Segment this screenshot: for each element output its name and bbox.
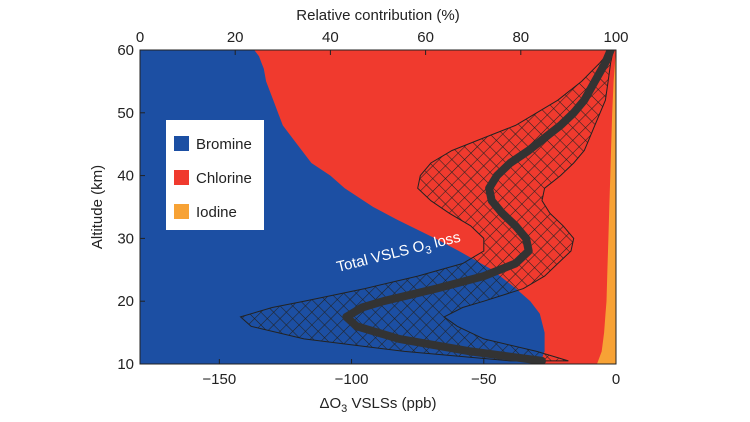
y-tick-label: 10 — [117, 356, 134, 373]
uncertainty-band-layer — [239, 50, 614, 362]
bottom-tick-label: 0 — [612, 371, 620, 388]
top-axis-title: Relative contribution (%) — [296, 7, 459, 24]
bottom-axis-title-subscript: 3 — [341, 403, 347, 415]
legend: Bromine Chlorine Iodine — [166, 120, 264, 230]
axis-ticks: 0 20 40 60 80 100 −150 −100 −50 0 10 20 30 40 50 60 — [117, 29, 628, 388]
legend-label-iodine: Iodine — [196, 204, 237, 221]
legend-label-bromine: Bromine — [196, 136, 252, 153]
legend-swatch-bromine — [174, 136, 189, 151]
plot-frame — [139, 49, 617, 365]
y-tick-label: 20 — [117, 293, 134, 310]
y-tick-label: 50 — [117, 105, 134, 122]
top-tick-label: 20 — [227, 29, 244, 46]
bottom-tick-label: −100 — [335, 371, 369, 388]
legend-swatch-iodine — [174, 204, 189, 219]
top-tick-label: 60 — [417, 29, 434, 46]
uncertainty-band — [239, 50, 614, 362]
total-o3-loss-line — [342, 50, 615, 364]
top-tick-label: 100 — [603, 29, 628, 46]
bottom-tick-label: −150 — [202, 371, 236, 388]
y-tick-label: 60 — [117, 42, 134, 59]
top-tick-label: 0 — [136, 29, 144, 46]
total-loss-layer — [342, 50, 615, 364]
bottom-axis-title: ΔO3 VSLSs (ppb) — [319, 395, 436, 415]
bottom-axis-title-suffix: VSLSs (ppb) — [347, 395, 436, 412]
bottom-tick-label: −50 — [471, 371, 496, 388]
bottom-axis-title-prefix: ΔO — [319, 395, 341, 412]
top-tick-label: 40 — [322, 29, 339, 46]
y-tick-label: 30 — [117, 230, 134, 247]
top-tick-label: 80 — [512, 29, 529, 46]
legend-label-chlorine: Chlorine — [196, 170, 252, 187]
y-axis-title: Altitude (km) — [89, 165, 106, 249]
legend-swatch-chlorine — [174, 170, 189, 185]
annotation-suffix: loss — [428, 229, 462, 253]
y-tick-label: 40 — [117, 168, 134, 185]
annotation-subscript: 3 — [424, 244, 433, 257]
